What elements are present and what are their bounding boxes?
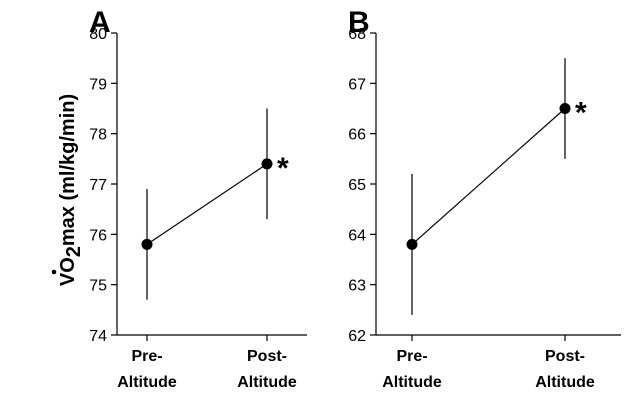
y-axis-title-dot <box>51 269 57 275</box>
y-axis-title-rest: max (ml/kg/min) <box>57 94 79 246</box>
y-tick-label: 62 <box>348 328 366 345</box>
y-tick-label: 74 <box>89 328 107 345</box>
y-tick-label: 78 <box>89 127 107 144</box>
panel-b: B 62 63 64 65 66 67 68 Pre- Altitude Post- Altitude… <box>348 6 621 391</box>
series-line <box>146 163 268 245</box>
data-point <box>141 238 153 250</box>
data-point <box>559 103 571 114</box>
x-tick-label-line1: Pre- <box>396 348 427 365</box>
significance-marker: * <box>277 152 289 185</box>
y-tick-label: 66 <box>348 127 366 144</box>
x-tick-label-line1: Post- <box>545 348 585 365</box>
x-tick-label-line1: Post- <box>247 348 287 365</box>
x-tick-label-line1: Pre- <box>131 348 162 365</box>
y-tick-label: 68 <box>348 26 366 43</box>
panel-a: A 74 75 76 77 78 79 80 Pre- Altitude Post- Altitude… <box>89 6 307 391</box>
y-tick-label: 63 <box>348 278 366 295</box>
y-tick-label: 64 <box>348 227 366 244</box>
x-tick-label-line2: Altitude <box>535 374 595 391</box>
svg-text:VO2max (ml/kg/min): VO2max (ml/kg/min) <box>57 94 85 286</box>
y-tick-label: 67 <box>348 76 366 93</box>
panel-label: B <box>348 6 370 39</box>
y-axis-title-main: VO <box>57 257 79 286</box>
x-tick-label-line2: Altitude <box>117 374 177 391</box>
y-tick-label: 80 <box>89 26 107 43</box>
x-tick-label-line2: Altitude <box>382 374 442 391</box>
panel-label: A <box>89 6 111 39</box>
data-point <box>406 238 418 250</box>
y-tick-label: 79 <box>89 76 107 93</box>
y-axis-title-sub: 2 <box>63 246 85 257</box>
y-axis-title: VO2max (ml/kg/min) <box>51 94 85 286</box>
significance-marker: * <box>575 97 587 130</box>
y-tick-label: 65 <box>348 177 366 194</box>
series-line <box>411 108 566 245</box>
data-point <box>261 158 273 170</box>
y-tick-label: 75 <box>89 278 107 295</box>
y-tick-label: 76 <box>89 227 107 244</box>
y-tick-label: 77 <box>89 177 107 194</box>
x-tick-label-line2: Altitude <box>237 374 297 391</box>
